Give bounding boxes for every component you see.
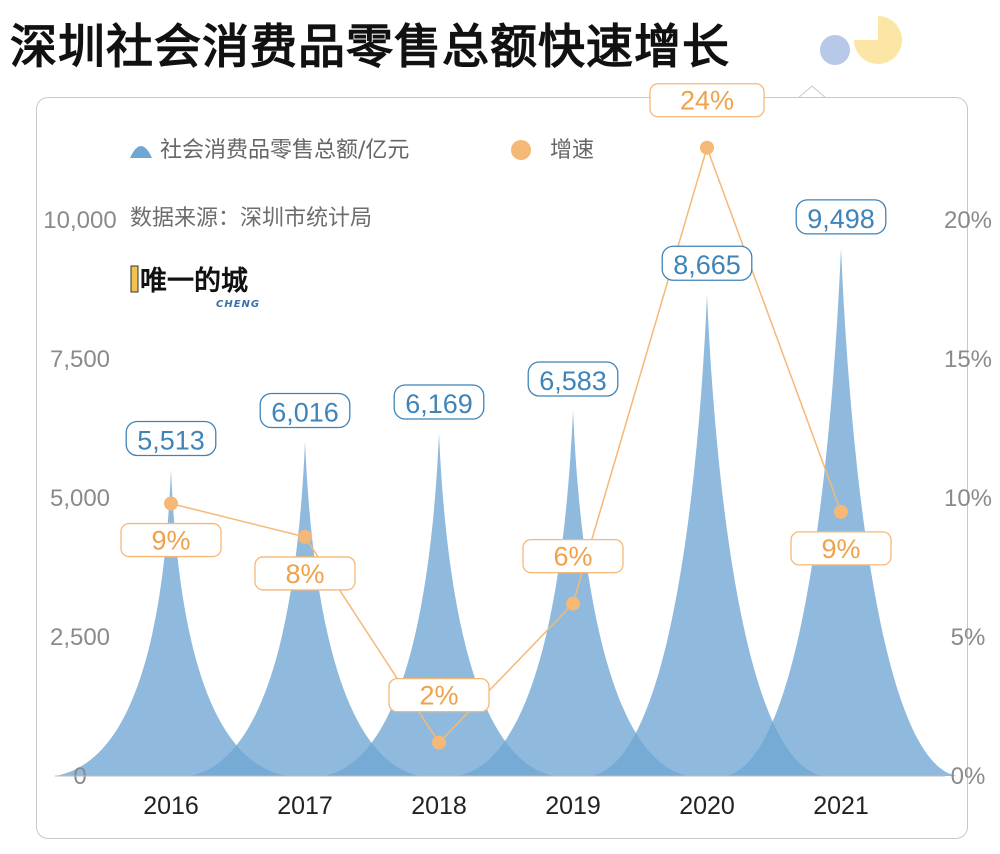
rate-point-2017: [298, 529, 312, 544]
rate-point-2018: [432, 735, 446, 750]
value-label-box-2016: [125, 420, 217, 457]
value-label-box-2017: [259, 392, 351, 429]
rate-point-2016: [164, 496, 178, 511]
card-pointer: [798, 85, 827, 99]
value-label-2019: 6,583: [539, 366, 607, 396]
y-left-tick-label: 2,500: [50, 624, 110, 651]
x-tick-label-2020: 2020: [679, 792, 735, 820]
bar-2017: [189, 441, 421, 776]
rate-label-2017: 8%: [285, 559, 324, 589]
y-right-tick-label: 5%: [951, 624, 986, 651]
page-title: 深圳社会消费品零售总额快速增长: [10, 20, 730, 75]
rate-line-series: [164, 140, 848, 750]
brand-sub: CHENG: [216, 299, 260, 310]
legend-bar-icon: [130, 146, 152, 158]
decor-dots: [820, 16, 902, 65]
legend-bar-label: 社会消费品零售总额/亿元: [160, 138, 409, 163]
value-label-2018: 6,169: [405, 389, 473, 419]
rate-point-2021: [834, 504, 848, 519]
data-labels: 5,513 6,016 6,169 6,583 8,665 9,498 9% 8% 2% 6% 24…: [120, 83, 892, 713]
rate-label-box-2020: [649, 83, 765, 118]
bar-2016: [55, 469, 287, 776]
x-tick-label-2021: 2021: [813, 792, 869, 820]
rate-label-2021: 9%: [821, 534, 860, 564]
bar-2020: [591, 294, 823, 776]
value-label-box-2020: [661, 245, 753, 281]
y-right-tick-label: 15%: [944, 346, 992, 373]
y-left-tick-label: 10,000: [43, 207, 116, 234]
rate-label-2020: 24%: [680, 86, 734, 116]
x-tick-label-2018: 2018: [411, 792, 467, 820]
value-label-2021: 9,498: [807, 204, 875, 234]
brand-mark-icon: [130, 265, 139, 293]
value-label-2017: 6,016: [271, 398, 339, 428]
value-label-box-2021: [795, 199, 887, 235]
bar-2018: [323, 433, 555, 776]
value-label-box-2019: [527, 361, 619, 397]
rate-point-2020: [700, 140, 714, 155]
rate-line: [170, 145, 842, 744]
rate-label-box-2016: [120, 522, 222, 558]
x-tick-label-2019: 2019: [545, 792, 601, 820]
rate-label-2018: 2%: [419, 681, 458, 711]
y-right-tick-label: 0%: [951, 763, 986, 790]
bar-2019: [457, 409, 689, 776]
value-label-2016: 5,513: [137, 425, 205, 455]
rate-label-box-2021: [790, 531, 892, 566]
decor-blue-dot: [820, 35, 850, 65]
value-label-box-2018: [393, 384, 485, 420]
rate-label-box-2019: [522, 538, 624, 574]
brand-name: 唯一的城: [140, 265, 248, 297]
legend: 社会消费品零售总额/亿元 增速: [130, 138, 594, 163]
legend-line-label: 增速: [550, 138, 594, 163]
x-tick-label-2017: 2017: [277, 792, 333, 820]
bar-series: [55, 247, 957, 776]
decor-yellow-pie: [854, 16, 902, 64]
y-left-tick-label: 5,000: [50, 485, 110, 512]
rate-point-2019: [566, 596, 580, 611]
x-tick-label-2016: 2016: [143, 792, 199, 820]
rate-label-box-2018: [388, 677, 490, 713]
y-right-tick-label: 10%: [944, 485, 992, 512]
y-right-tick-label: 20%: [944, 207, 992, 234]
source-note: 数据来源：深圳市统计局: [130, 206, 372, 231]
legend-line-icon: [511, 140, 531, 160]
brand-logo: 唯一的城 CHENG: [130, 265, 260, 310]
rate-label-2019: 6%: [553, 542, 592, 572]
rate-label-box-2017: [254, 556, 356, 591]
value-label-2020: 8,665: [673, 250, 741, 280]
y-left-tick-label: 7,500: [50, 346, 110, 373]
rate-label-2016: 9%: [151, 526, 190, 556]
